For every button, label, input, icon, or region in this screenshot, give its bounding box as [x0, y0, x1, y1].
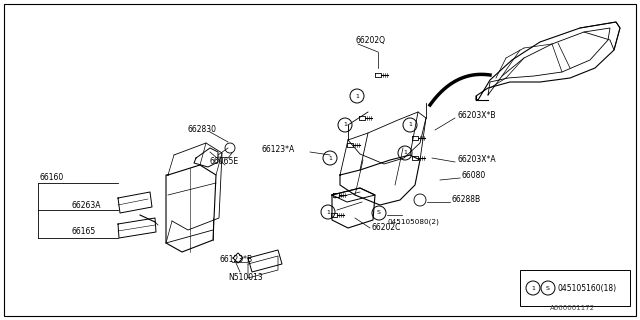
Text: 1: 1	[355, 93, 359, 99]
Text: 66065E: 66065E	[210, 157, 239, 166]
Text: 66123*A: 66123*A	[262, 146, 295, 155]
Text: 66288B: 66288B	[452, 196, 481, 204]
Text: S: S	[377, 211, 381, 215]
Text: N510013: N510013	[228, 274, 263, 283]
Text: 1: 1	[343, 123, 347, 127]
Bar	[520, 270, 630, 306]
Text: 1: 1	[326, 210, 330, 214]
Text: 66203X*B: 66203X*B	[457, 110, 495, 119]
Text: 66123*B: 66123*B	[220, 255, 253, 265]
Text: 662830: 662830	[188, 125, 217, 134]
Text: 66202C: 66202C	[372, 223, 401, 233]
Text: 66165: 66165	[72, 228, 96, 236]
Text: 1: 1	[403, 150, 407, 156]
Text: 045105080(2): 045105080(2)	[388, 219, 440, 225]
Text: A660001172: A660001172	[550, 305, 595, 311]
Text: S: S	[546, 285, 550, 291]
Text: 66080: 66080	[462, 172, 486, 180]
Text: 1: 1	[531, 285, 535, 291]
Text: 66263A: 66263A	[72, 201, 102, 210]
Text: 1: 1	[328, 156, 332, 161]
Text: 66160: 66160	[40, 173, 64, 182]
Text: 66203X*A: 66203X*A	[457, 156, 495, 164]
Text: 045105160(18): 045105160(18)	[557, 284, 616, 293]
Text: 1: 1	[408, 123, 412, 127]
Text: 66202Q: 66202Q	[356, 36, 386, 44]
